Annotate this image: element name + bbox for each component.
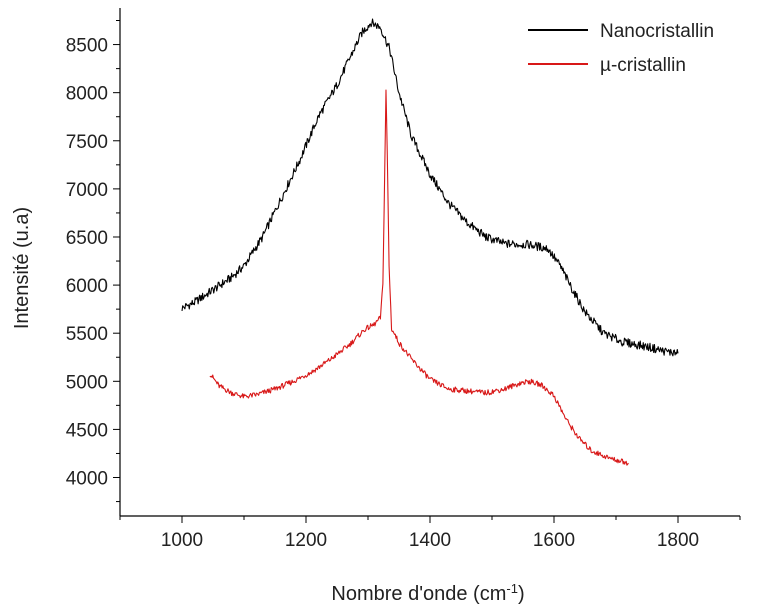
y-tick-label: 5500 — [66, 324, 108, 345]
y-tick-label: 6000 — [66, 276, 108, 297]
axes: 1000 1200 1400 1600 1800 4000 4500 5000 5500 6000… — [66, 8, 741, 551]
x-axis-title-main: Nombre d'onde (cm — [331, 583, 506, 605]
y-tick-label: 8500 — [66, 36, 108, 57]
y-tick-label: 8000 — [66, 84, 108, 105]
x-tick-label: 1000 — [161, 530, 203, 551]
x-tick-label: 1800 — [657, 530, 699, 551]
legend-label: Nanocristallin — [600, 21, 714, 42]
y-tick-label: 5000 — [66, 372, 108, 393]
x-axis-title-close: ) — [518, 583, 525, 605]
legend-label: µ-cristallin — [600, 55, 686, 76]
legend: Nanocristallin µ-cristallin — [528, 21, 714, 76]
y-tick-label: 6500 — [66, 228, 108, 249]
y-tick-label: 7000 — [66, 180, 108, 201]
y-tick-label: 4000 — [66, 469, 108, 490]
series-line-micro-cristallin — [209, 89, 629, 466]
x-axis-title-superscript: -1 — [506, 581, 518, 596]
y-tick-label: 4500 — [66, 420, 108, 441]
y-tick-label: 7500 — [66, 132, 108, 153]
series-line-nanocristallin — [181, 18, 679, 357]
x-axis-title: Nombre d'onde (cm-1) — [331, 581, 524, 606]
x-tick-label: 1400 — [409, 530, 451, 551]
y-axis-title: Intensité (u.a) — [11, 207, 33, 329]
series-layer — [181, 18, 679, 466]
x-tick-label: 1200 — [285, 530, 327, 551]
x-tick-label: 1600 — [533, 530, 575, 551]
